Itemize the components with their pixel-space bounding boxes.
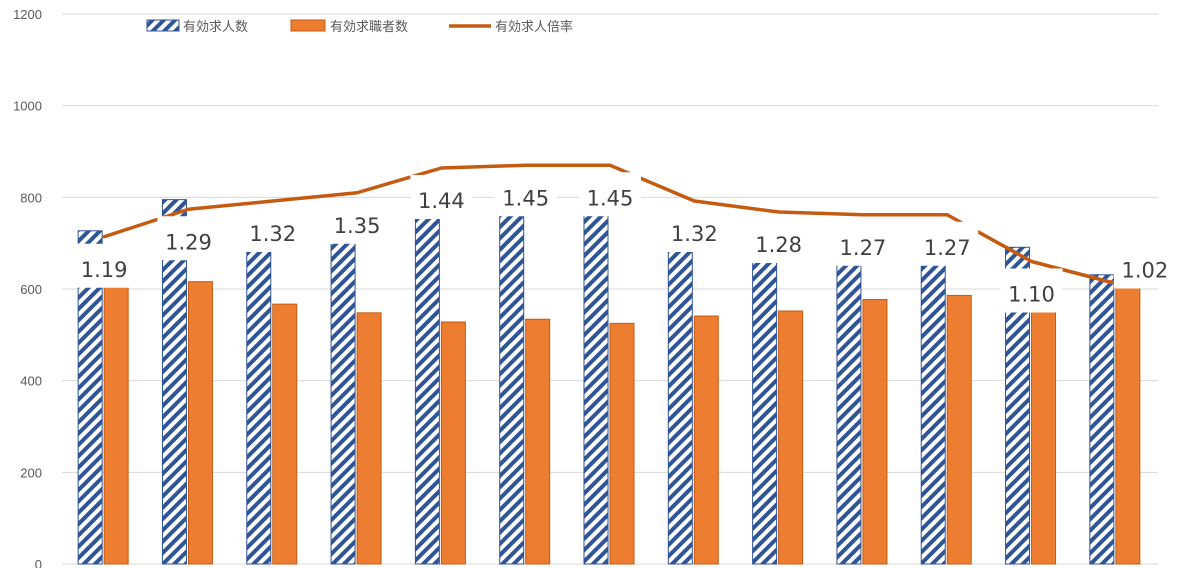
bar-kyujin <box>667 235 693 565</box>
data-label-bg <box>831 221 894 266</box>
bar-kyujin <box>246 219 272 565</box>
ratio-data-label: 1.27 <box>840 236 887 260</box>
bar-kyushokusha <box>356 312 382 565</box>
data-label-bg <box>410 175 473 219</box>
bar-kyushokusha <box>778 310 804 565</box>
y-tick-label: 1000 <box>13 99 42 114</box>
bar-kyujin <box>836 227 862 565</box>
bar-kyushokusha <box>946 294 972 565</box>
bar-kyushokusha <box>1031 275 1057 565</box>
ratio-data-label: 1.32 <box>671 222 718 246</box>
data-label-bg <box>73 243 136 288</box>
bar-kyushokusha <box>609 322 635 565</box>
y-tick-label: 400 <box>20 374 42 389</box>
y-tick-label: 0 <box>35 557 42 568</box>
data-label-bg <box>579 172 641 217</box>
bar-kyujin <box>1089 274 1115 565</box>
ratio-data-label: 1.28 <box>755 233 802 257</box>
legend-swatch-kyushokusha <box>290 19 326 32</box>
bar-kyushokusha <box>272 303 298 565</box>
legend-swatch-kyujin <box>146 19 180 32</box>
data-label-bg <box>1000 268 1063 313</box>
bar-kyujin <box>583 215 609 565</box>
y-tick-label: 600 <box>20 282 42 297</box>
data-label-bg <box>1113 244 1176 289</box>
ratio-data-label: 1.02 <box>1121 259 1168 283</box>
ratio-data-label: 1.44 <box>418 189 465 213</box>
legend-label-kyujin: 有効求人数 <box>183 20 248 35</box>
data-label-bg <box>157 216 220 261</box>
bar-kyujin <box>330 223 356 565</box>
ratio-data-label: 1.29 <box>165 230 212 254</box>
y-tick-label: 200 <box>20 465 42 480</box>
bar-kyushokusha <box>1115 286 1141 565</box>
ratio-data-label: 1.32 <box>249 222 296 246</box>
bar-kyujin <box>920 222 946 565</box>
bar-kyushokusha <box>525 318 551 565</box>
ratio-data-label: 1.10 <box>1008 283 1055 307</box>
bar-kyushokusha <box>103 265 129 565</box>
ratio-data-label: 1.27 <box>924 236 971 260</box>
y-tick-label: 1200 <box>13 7 42 22</box>
ratio-data-label: 1.45 <box>587 186 634 210</box>
bar-kyushokusha <box>862 299 888 565</box>
bar-kyujin <box>499 209 525 565</box>
data-label-bg <box>326 199 389 244</box>
bar-kyushokusha <box>440 321 466 565</box>
data-label-bg <box>747 219 810 263</box>
y-tick-label: 800 <box>20 190 42 205</box>
legend-label-ratio: 有効求人倍率 <box>495 19 573 35</box>
data-label-bg <box>916 221 979 266</box>
bar-kyujin <box>414 214 440 565</box>
bar-kyujin <box>752 239 778 565</box>
data-label-bg <box>494 172 557 217</box>
bar-kyushokusha <box>693 315 719 565</box>
legend-label-kyushokusha: 有効求職者数 <box>330 20 408 35</box>
ratio-line <box>102 163 1118 286</box>
ratio-data-label: 1.19 <box>81 258 128 282</box>
ratio-data-label: 1.35 <box>334 214 381 238</box>
data-label-bg <box>663 208 726 252</box>
data-label-bg <box>241 208 304 252</box>
bar-kyujin <box>161 199 187 565</box>
bar-kyushokusha <box>187 281 213 565</box>
ratio-data-label: 1.45 <box>502 186 549 210</box>
